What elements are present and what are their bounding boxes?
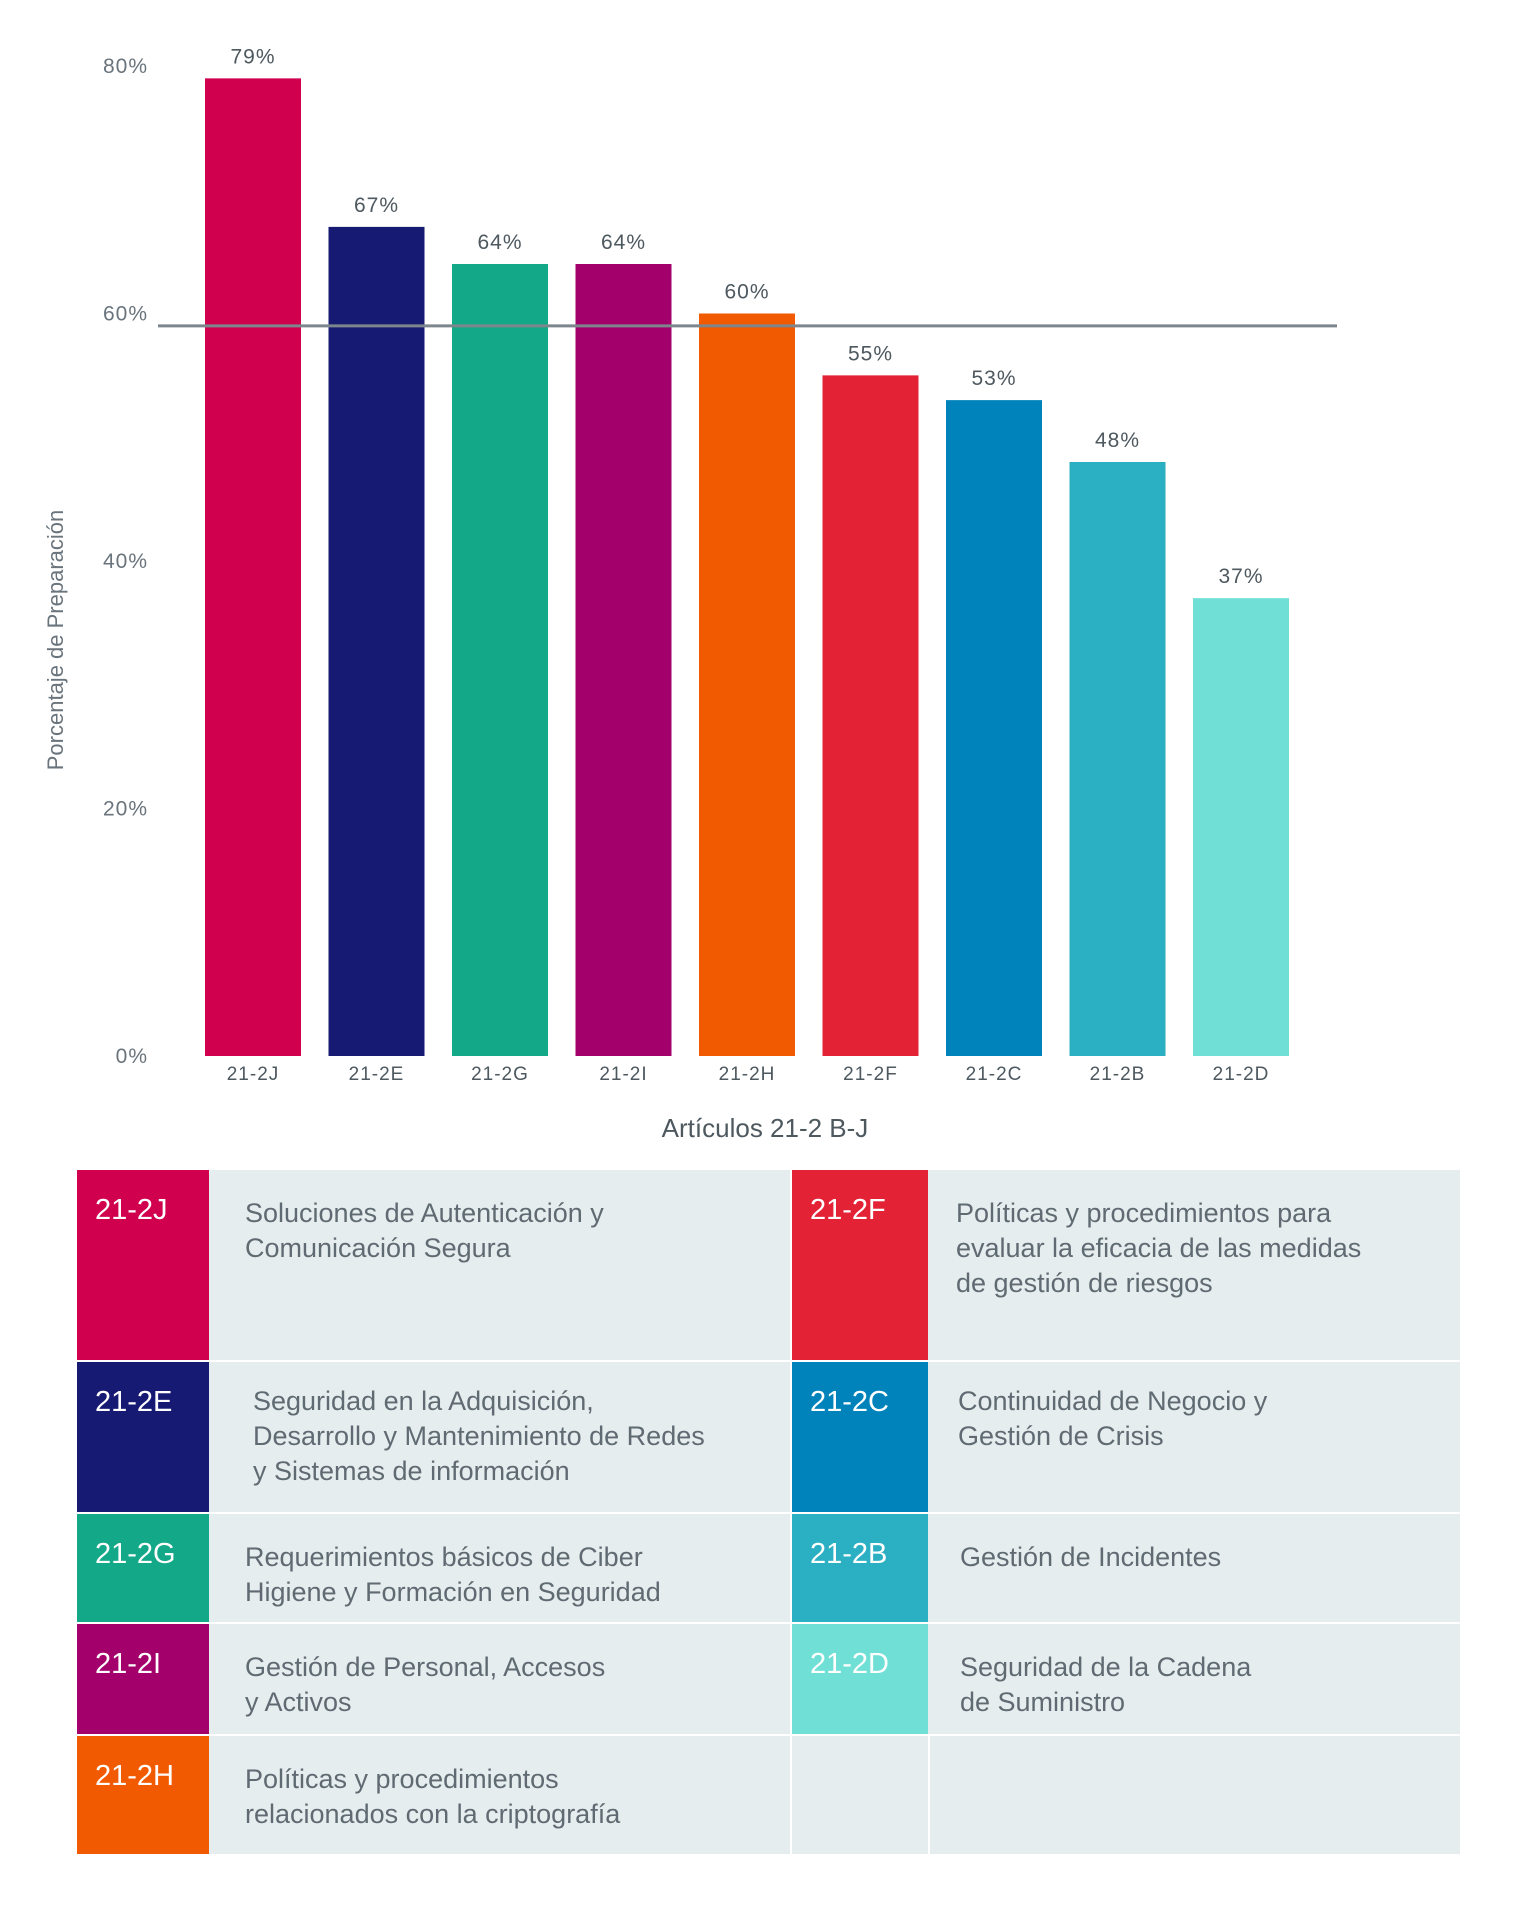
legend-item-21-2i: 21-2I Gestión de Personal, Accesos y Act… [77, 1624, 790, 1734]
legend-item-21-2e: 21-2E Seguridad en la Adquisición, Desar… [77, 1362, 790, 1512]
data-label: 53% [971, 367, 1016, 390]
x-axis-ticks: 21-2J 21-2E 21-2G 21-2I 21-2H 21-2F 21-2C 21-2B… [227, 1064, 1270, 1085]
x-axis-label: Artículos 21-2 B-J [661, 1113, 869, 1143]
y-tick-label: 20% [103, 798, 148, 821]
data-label: 60% [724, 281, 769, 304]
data-label: 55% [848, 342, 893, 365]
legend-code: 21-2E [77, 1362, 209, 1512]
y-axis-label: Porcentaje de Preparación [43, 509, 68, 771]
bar-chart: 0% 20% 40% 60% 80% 79% 67% 64% 64% 60% 55% 53% 48% 3… [103, 45, 1337, 1085]
legend-item-21-2b: 21-2B Gestión de Incidentes [792, 1514, 1460, 1622]
legend-divider [928, 1736, 930, 1854]
x-tick-label: 21-2F [843, 1064, 898, 1085]
x-tick-label: 21-2J [227, 1064, 280, 1085]
legend-code: 21-2G [77, 1514, 209, 1622]
bars [205, 78, 1289, 1056]
x-tick-label: 21-2E [349, 1064, 405, 1085]
legend-item-21-2d: 21-2D Seguridad de la Cadena de Suminist… [792, 1624, 1460, 1734]
data-label: 48% [1095, 429, 1140, 452]
bar [205, 78, 301, 1056]
legend-description: Continuidad de Negocio y Gestión de Cris… [958, 1386, 1268, 1451]
legend-code: 21-2D [792, 1624, 928, 1734]
bar [946, 400, 1042, 1056]
legend-description: Políticas y procedimientos para evaluar … [956, 1198, 1362, 1298]
bar [452, 264, 548, 1056]
legend-code: 21-2I [77, 1624, 209, 1734]
legend-item-21-2g: 21-2G Requerimientos básicos de Ciber Hi… [77, 1514, 790, 1622]
x-tick-label: 21-2I [599, 1064, 647, 1085]
bar [1069, 462, 1166, 1056]
legend-table: 21-2J Soluciones de Autenticación y Comu… [77, 1170, 1460, 1854]
bar [1193, 598, 1289, 1056]
data-label: 37% [1218, 565, 1263, 588]
legend-item-21-2j: 21-2J Soluciones de Autenticación y Comu… [77, 1170, 790, 1360]
bar [575, 264, 672, 1056]
bar [822, 375, 919, 1056]
legend-description: Requerimientos básicos de Ciber Higiene … [245, 1542, 661, 1607]
legend-code: 21-2F [792, 1170, 928, 1360]
x-tick-label: 21-2B [1090, 1064, 1146, 1085]
y-tick-label: 40% [103, 550, 148, 573]
data-label: 64% [601, 231, 646, 254]
y-tick-label: 0% [116, 1045, 148, 1068]
legend-code: 21-2J [77, 1170, 209, 1360]
legend-description: Gestión de Personal, Accesos y Activos [245, 1652, 606, 1717]
data-label: 64% [477, 231, 522, 254]
x-tick-label: 21-2D [1213, 1064, 1270, 1085]
legend-description: Gestión de Incidentes [960, 1542, 1222, 1572]
data-label: 67% [354, 194, 399, 217]
legend-description: Seguridad en la Adquisición, Desarrollo … [253, 1386, 705, 1486]
legend-item-21-2h: 21-2H Políticas y procedimientos relacio… [77, 1736, 790, 1854]
y-axis-ticks: 0% 20% 40% 60% 80% [103, 55, 148, 1068]
x-tick-label: 21-2H [719, 1064, 776, 1085]
legend-item-21-2c: 21-2C Continuidad de Negocio y Gestión d… [792, 1362, 1460, 1512]
bar [699, 313, 795, 1056]
bar [328, 226, 425, 1056]
legend-description: Políticas y procedimientos relacionados … [245, 1764, 621, 1829]
legend-item-21-2f: 21-2F Políticas y procedimientos para ev… [792, 1170, 1460, 1360]
legend-code: 21-2H [77, 1736, 209, 1854]
data-labels: 79% 67% 64% 64% 60% 55% 53% 48% 37% [230, 45, 1263, 588]
x-tick-label: 21-2G [471, 1064, 529, 1085]
y-tick-label: 80% [103, 55, 148, 78]
data-label: 79% [230, 45, 275, 68]
legend-description: Soluciones de Autenticación y Comunicaci… [245, 1198, 604, 1263]
x-tick-label: 21-2C [966, 1064, 1023, 1085]
legend-description: Seguridad de la Cadena de Suministro [960, 1652, 1252, 1717]
legend-empty-cell [792, 1736, 1460, 1854]
legend-code: 21-2B [792, 1514, 928, 1622]
y-tick-label: 60% [103, 303, 148, 326]
legend-code: 21-2C [792, 1362, 928, 1512]
